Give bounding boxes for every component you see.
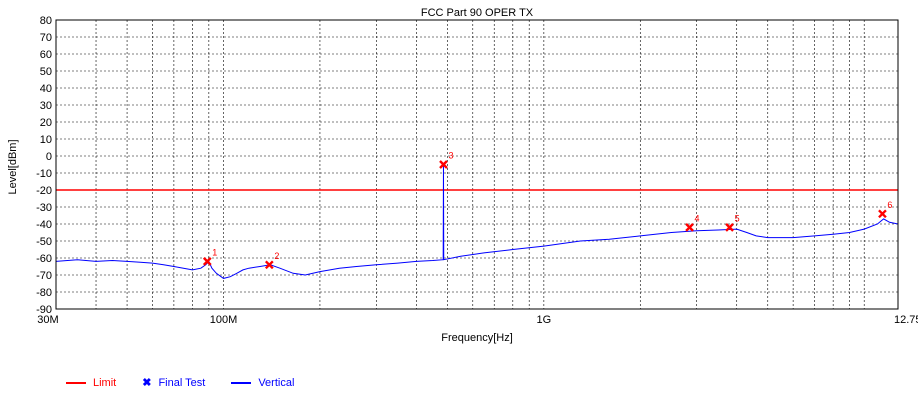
final-test-marker: 5 xyxy=(725,213,740,232)
y-tick-label: -70 xyxy=(36,270,52,282)
marker-label: 4 xyxy=(695,213,700,223)
marker-stroke xyxy=(878,209,887,219)
x-tick-label: 30M xyxy=(37,314,58,326)
x-tick-label: 1G xyxy=(537,314,552,326)
y-tick-label: -90 xyxy=(36,304,52,316)
y-tick-label: 80 xyxy=(40,15,52,27)
chart-title: FCC Part 90 OPER TX xyxy=(421,7,534,19)
x-tick-label: 12.75G xyxy=(894,314,918,326)
y-tick-label: 20 xyxy=(40,117,52,129)
legend-swatch-limit xyxy=(66,381,86,384)
x-tick-labels: 30M 100M 1G 12.75G xyxy=(37,314,918,326)
final-test-marker: 3 xyxy=(439,151,453,169)
legend-label-final-test: Final Test xyxy=(158,376,206,389)
y-tick-labels: 80 70 60 50 40 30 20 10 0 -10 -20 -30 -40 -50 -60 -70 -8… xyxy=(36,15,52,316)
final-test-marker: 1 xyxy=(202,247,217,266)
x-tick-label: 100M xyxy=(210,314,238,326)
final-test-marker: 4 xyxy=(685,213,700,232)
y-axis-label: Level[dBm] xyxy=(7,139,19,194)
series-vertical-line xyxy=(55,164,899,279)
y-tick-label: -10 xyxy=(36,168,52,180)
y-tick-label: 0 xyxy=(46,151,52,163)
marker-stroke xyxy=(725,223,734,232)
y-tick-label: -80 xyxy=(36,287,52,299)
y-tick-label: 10 xyxy=(40,134,52,146)
marker-stroke xyxy=(685,223,694,232)
y-tick-label: 70 xyxy=(40,32,52,44)
final-test-marker: 6 xyxy=(878,200,892,219)
legend-swatch-vertical xyxy=(231,381,252,384)
marker-stroke xyxy=(202,257,212,266)
marker-label: 5 xyxy=(735,213,740,223)
y-tick-label: -50 xyxy=(36,236,52,248)
y-tick-label: 40 xyxy=(40,83,52,95)
x-marker-icon: ✖ xyxy=(142,377,152,389)
marker-stroke xyxy=(439,160,448,169)
marker-label: 3 xyxy=(448,151,453,161)
y-tick-label: -60 xyxy=(36,253,52,265)
y-tick-label: -20 xyxy=(36,185,52,197)
y-tick-label: 60 xyxy=(40,49,52,61)
legend: Limit ✖ Final Test Vertical xyxy=(66,376,294,389)
legend-item-limit: Limit xyxy=(66,376,116,389)
legend-label-vertical: Vertical xyxy=(258,376,295,389)
final-test-marker: 2 xyxy=(264,251,279,270)
marker-stroke xyxy=(264,260,274,270)
y-tick-label: -40 xyxy=(36,219,52,231)
final-test-markers: 1 2 3 4 5 6 xyxy=(202,151,892,270)
legend-item-vertical: Vertical xyxy=(231,376,294,389)
legend-label-limit: Limit xyxy=(93,376,117,389)
marker-label: 6 xyxy=(887,200,892,210)
y-tick-label: 50 xyxy=(40,66,52,78)
y-tick-label: -30 xyxy=(36,202,52,214)
marker-label: 1 xyxy=(212,247,217,257)
legend-item-final-test: ✖ Final Test xyxy=(142,376,206,390)
marker-label: 2 xyxy=(274,251,279,261)
y-tick-label: 30 xyxy=(40,100,52,112)
x-axis-label: Frequency[Hz] xyxy=(441,332,513,344)
grid xyxy=(56,19,898,310)
plot-border xyxy=(55,19,899,310)
